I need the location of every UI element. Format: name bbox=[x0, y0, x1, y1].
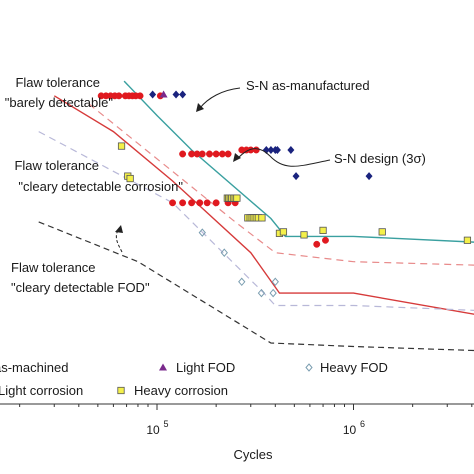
leader-flaw-fod bbox=[115, 229, 123, 253]
x-axis-ticks: 10 5 10 6 bbox=[19, 404, 473, 437]
point-heavy-corrosion bbox=[319, 226, 327, 235]
point-as-machined bbox=[203, 199, 211, 207]
series-heavy-corrosion bbox=[117, 142, 472, 244]
label-flaw-corrosion-line1: Flaw tolerance bbox=[14, 158, 99, 173]
point-runout bbox=[267, 145, 275, 154]
point-as-machined bbox=[212, 199, 220, 207]
point-as-machined bbox=[179, 199, 187, 207]
legend-item-as-machined: as-machined bbox=[0, 360, 68, 375]
point-as-machined bbox=[322, 236, 329, 244]
legend-label-heavy-fod: Heavy FOD bbox=[320, 360, 388, 375]
curve-sn-design bbox=[53, 95, 474, 315]
series-heavy-fod bbox=[198, 228, 279, 298]
point-as-machined bbox=[252, 146, 260, 154]
point-heavy-corrosion bbox=[463, 236, 472, 244]
point-heavy-fod bbox=[198, 228, 206, 237]
legend-label-heavy-corrosion: Heavy corrosion bbox=[134, 383, 228, 398]
legend: as-machined Light FOD Heavy FOD Light corro… bbox=[0, 360, 388, 398]
point-heavy-corrosion bbox=[233, 194, 241, 202]
point-as-machined bbox=[196, 199, 204, 207]
leader-sn-design bbox=[237, 148, 331, 167]
point-as-machined bbox=[212, 150, 220, 158]
curve-flaw-corrosion bbox=[38, 131, 474, 311]
curve-sn-as-manufactured bbox=[123, 80, 474, 243]
legend-label-as-machined: as-machined bbox=[0, 360, 68, 375]
point-light-fod bbox=[159, 90, 168, 98]
curve-flaw-fod bbox=[38, 221, 474, 352]
point-heavy-corrosion bbox=[279, 228, 288, 236]
legend-marker-light-fod bbox=[159, 363, 167, 371]
point-as-machined bbox=[115, 92, 123, 100]
arrowhead-sn-as-manufactured bbox=[196, 103, 204, 112]
point-as-machined bbox=[198, 150, 206, 158]
x-tick-exponent: 5 bbox=[163, 419, 168, 429]
point-runout bbox=[179, 90, 187, 99]
point-as-machined bbox=[169, 199, 177, 207]
point-heavy-fod bbox=[220, 248, 228, 257]
legend-marker-heavy-fod bbox=[305, 363, 313, 372]
point-heavy-fod bbox=[271, 277, 279, 287]
point-runout bbox=[149, 90, 157, 99]
x-axis-title: Cycles bbox=[233, 447, 273, 462]
point-runout bbox=[273, 145, 281, 154]
annotation-leaders bbox=[115, 87, 331, 253]
legend-item-heavy-corrosion: Heavy corrosion bbox=[117, 383, 228, 398]
point-heavy-corrosion bbox=[117, 142, 126, 150]
point-heavy-fod bbox=[257, 288, 266, 298]
point-as-machined bbox=[179, 150, 187, 158]
arrowhead-flaw-fod bbox=[115, 225, 123, 233]
legend-marker-heavy-corrosion bbox=[117, 386, 125, 395]
point-heavy-corrosion bbox=[300, 231, 308, 239]
x-tick-label: 10 bbox=[343, 423, 357, 437]
point-runout bbox=[287, 145, 295, 154]
series-light-fod bbox=[159, 90, 168, 98]
data-points bbox=[97, 90, 472, 298]
point-as-machined bbox=[206, 150, 213, 158]
point-as-machined bbox=[224, 150, 232, 158]
legend-item-light-corrosion: Light corrosion bbox=[0, 383, 83, 398]
point-as-machined bbox=[188, 199, 196, 207]
point-heavy-corrosion bbox=[126, 174, 134, 183]
arrowhead-sn-design bbox=[233, 153, 241, 162]
curve-flaw-barely bbox=[88, 103, 474, 266]
x-tick-exponent: 6 bbox=[360, 419, 365, 429]
point-heavy-corrosion bbox=[258, 214, 266, 222]
point-runout bbox=[292, 172, 300, 181]
legend-item-heavy-fod: Heavy FOD bbox=[305, 360, 388, 375]
label-flaw-barely-line1: Flaw tolerance bbox=[15, 75, 100, 90]
label-flaw-barely-line2: "barely detectable" bbox=[5, 95, 114, 110]
point-runout bbox=[365, 172, 373, 181]
point-as-machined bbox=[136, 92, 144, 100]
point-heavy-corrosion bbox=[378, 228, 386, 236]
legend-label-light-corrosion: Light corrosion bbox=[0, 383, 83, 398]
annotation-labels: S-N as-manufactured S-N design (3σ) Flaw… bbox=[5, 75, 426, 295]
legend-label-light-fod: Light FOD bbox=[176, 360, 235, 375]
curves bbox=[38, 80, 474, 352]
label-sn-design: S-N design (3σ) bbox=[334, 151, 426, 166]
label-flaw-corrosion-line2: "cleary detectable corrosion" bbox=[18, 179, 183, 194]
leader-sn-as-manufactured bbox=[199, 87, 241, 109]
point-as-machined bbox=[218, 150, 226, 158]
label-sn-as-manufactured: S-N as-manufactured bbox=[246, 78, 370, 93]
legend-item-light-fod: Light FOD bbox=[159, 360, 235, 375]
label-flaw-fod-line1: Flaw tolerance bbox=[11, 260, 96, 275]
label-flaw-fod-line2: "cleary detectable FOD" bbox=[11, 280, 150, 295]
point-runout bbox=[172, 90, 180, 99]
point-heavy-fod bbox=[269, 288, 277, 298]
point-heavy-fod bbox=[238, 277, 246, 287]
series-as-machined bbox=[97, 92, 329, 248]
point-as-machined bbox=[313, 240, 321, 248]
x-tick-label: 10 bbox=[146, 423, 160, 437]
series-runout bbox=[149, 90, 373, 181]
